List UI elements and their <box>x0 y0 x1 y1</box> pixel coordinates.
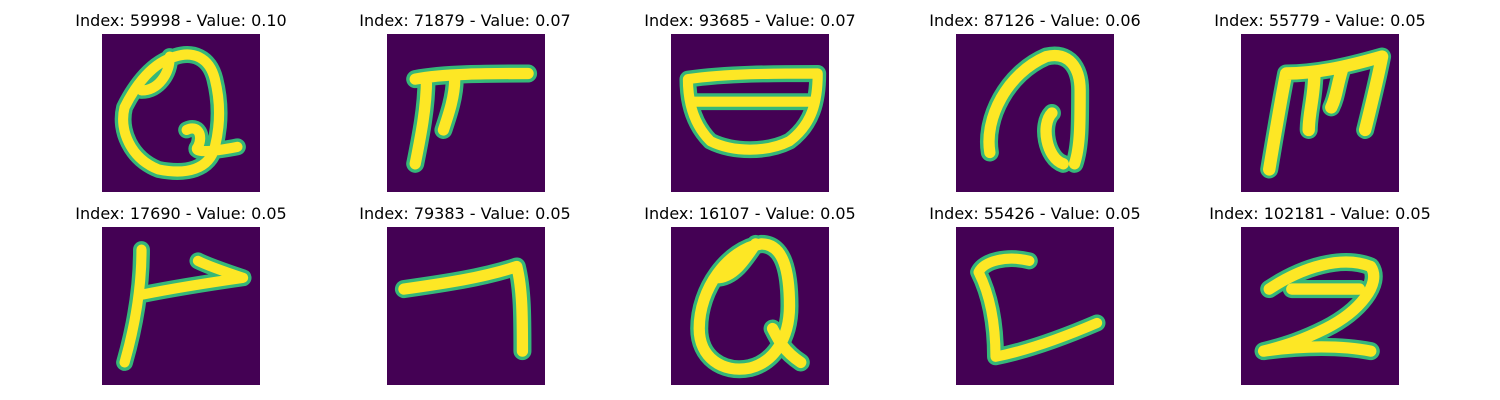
glyph-q-shape <box>690 234 810 379</box>
panel-title: Index: 71879 - Value: 0.07 <box>359 11 571 30</box>
glyph-pi-shape <box>406 64 538 173</box>
handwritten-glyph-image <box>1241 34 1399 192</box>
handwritten-glyph-image <box>671 34 829 192</box>
panel-title: Index: 59998 - Value: 0.10 <box>75 11 287 30</box>
panel-title: Index: 79383 - Value: 0.05 <box>359 204 571 223</box>
panel-title: Index: 93685 - Value: 0.07 <box>644 11 856 30</box>
handwritten-glyph-image <box>671 227 829 385</box>
glyph-bowl-shape <box>679 65 827 159</box>
glyph-two-shape <box>1254 253 1383 361</box>
handwritten-glyph-image <box>387 227 545 385</box>
panel-title: Index: 17690 - Value: 0.05 <box>75 204 287 223</box>
handwritten-glyph-image <box>1241 227 1399 385</box>
handwritten-glyph-image <box>387 34 545 192</box>
glyph-seven-shape <box>394 257 532 361</box>
handwritten-glyph-image <box>956 227 1114 385</box>
glyph-q-shape <box>114 46 246 180</box>
glyph-l-shape <box>970 250 1106 366</box>
panel-title: Index: 55779 - Value: 0.05 <box>1214 11 1426 30</box>
panel-title: Index: 87126 - Value: 0.06 <box>929 11 1141 30</box>
panel-title: Index: 16107 - Value: 0.05 <box>644 204 856 223</box>
panel-title: Index: 55426 - Value: 0.05 <box>929 204 1141 223</box>
panel-title: Index: 102181 - Value: 0.05 <box>1209 204 1431 223</box>
handwritten-glyph-image <box>956 34 1114 192</box>
glyph-flag-shape <box>116 241 252 371</box>
glyph-m-shape <box>1260 47 1392 179</box>
glyph-a-shape <box>980 46 1090 173</box>
handwritten-glyph-image <box>102 34 260 192</box>
handwritten-glyph-image <box>102 227 260 385</box>
